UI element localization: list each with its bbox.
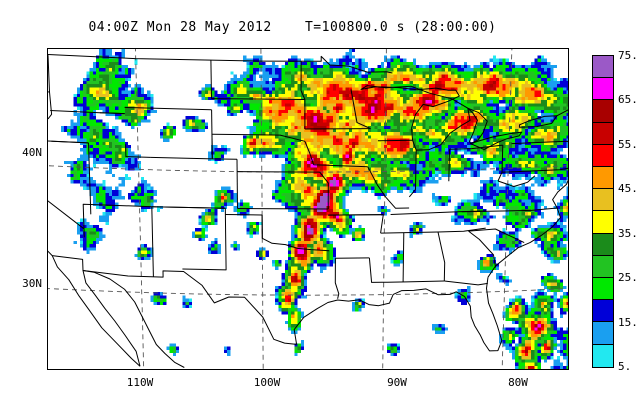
state-border-al-ga	[437, 231, 446, 282]
state-border-va-nc	[461, 207, 558, 213]
radar-echo-layer	[60, 49, 568, 369]
state-border-nd-mt	[210, 60, 212, 99]
coast-gulf-of-california	[82, 270, 185, 368]
state-border-mn-nd-sd	[300, 61, 306, 129]
colorbar-band-20-25	[593, 278, 613, 301]
colorbar-tick-25: 25.	[618, 271, 638, 285]
state-border-in-oh	[448, 149, 450, 182]
xtick-label-110w: 110W	[126, 376, 154, 389]
colorbar-band-35-40	[593, 211, 613, 234]
echo-level-55-60	[249, 74, 568, 369]
great-lakes-ontario	[518, 115, 558, 128]
state-border-ia-ne-mo	[304, 141, 315, 165]
colorbar-band-60-65	[593, 100, 613, 123]
state-border-ar-mo-tn	[328, 214, 384, 234]
map-plot-area	[47, 48, 569, 370]
state-border-wv-va	[497, 175, 536, 187]
colorbar-band-70-75	[593, 56, 613, 79]
state-border-nd-sd	[211, 98, 305, 100]
state-border-ks-ok	[237, 208, 329, 210]
state-border-sd-ne	[211, 133, 306, 142]
state-border-ga-fl	[444, 280, 488, 286]
border-canada-west	[48, 53, 393, 74]
state-border-co-nm	[151, 206, 226, 209]
echo-level-70-75	[307, 180, 336, 235]
state-border-id-nv-or	[51, 140, 89, 144]
echo-level-35-40	[89, 65, 568, 369]
colorbar-tick-35: 35.	[618, 226, 638, 240]
xtick-label-80w: 80W	[508, 376, 528, 389]
state-border-sc-ga	[468, 230, 497, 268]
state-border-co-ks	[236, 159, 238, 209]
state-border-mi-oh-pa	[449, 144, 503, 150]
xtick-label-90w: 90W	[387, 376, 407, 389]
colorbar-band-5-10	[593, 344, 613, 367]
state-border-nc-sc	[468, 228, 525, 244]
state-border-il-mo-ky	[367, 166, 410, 209]
colorbar-tick-55: 55.	[618, 137, 638, 151]
colorbar-band-50-55	[593, 144, 613, 168]
radar-map-svg	[48, 49, 568, 369]
state-border-wi-il	[377, 139, 413, 142]
xtick-label-100w: 100W	[253, 376, 281, 389]
echo-level-10-15	[60, 49, 568, 369]
state-border-la-ms-al	[368, 257, 445, 283]
coast-gulf-and-florida	[293, 277, 503, 352]
colorbar-band-10-15	[593, 322, 613, 345]
state-border-ia-mo	[313, 164, 368, 168]
state-border-ut-wy	[125, 144, 151, 158]
border-mexico	[52, 255, 297, 345]
state-border-mt-wy	[124, 106, 212, 111]
state-border-nm-tx	[182, 208, 227, 271]
state-border-id-wa-or	[48, 55, 53, 120]
geography-layer	[48, 53, 568, 368]
echo-level-20-25	[67, 55, 568, 369]
page-title: 04:00Z Mon 28 May 2012 T=100800.0 s (28:…	[88, 20, 497, 35]
colorbar-tick-65: 65.	[618, 93, 638, 107]
echo-level-40-45	[96, 71, 568, 369]
echo-level-30-35	[76, 61, 568, 366]
colorbar-tick-45: 45.	[618, 182, 638, 196]
coast-atlantic	[487, 179, 568, 278]
colorbar-band-55-60	[593, 122, 613, 145]
state-border-az-nm	[151, 206, 154, 277]
colorbar	[592, 55, 614, 368]
state-border-mn-wi	[350, 89, 371, 130]
state-border-mo-ks-ne	[319, 171, 329, 210]
colorbar-tick-15: 15.	[618, 315, 638, 329]
colorbar-band-25-30	[593, 255, 613, 279]
ytick-label-40n: 40N	[22, 146, 42, 159]
state-border-ne-ks	[237, 171, 320, 173]
colorbar-band-15-20	[593, 300, 613, 323]
state-border-tx-la	[334, 258, 340, 299]
ytick-label-30n: 30N	[22, 277, 42, 290]
state-border-il-in	[408, 150, 417, 198]
state-border-nv-ut-az	[82, 142, 91, 229]
colorbar-band-40-45	[593, 189, 613, 212]
state-border-mt-id-border	[99, 112, 125, 115]
state-border-pa-md	[501, 167, 568, 173]
colorbar-band-45-50	[593, 167, 613, 190]
colorbar-tick-5: 5.	[618, 360, 632, 373]
colorbar-band-65-70	[593, 78, 613, 101]
parallel-30n	[48, 288, 566, 296]
state-border-pa-ny	[511, 140, 568, 145]
state-border-tn-ms-al-ga	[380, 227, 486, 234]
state-border-ms-al	[402, 232, 405, 283]
state-border-ca-nv	[48, 200, 85, 238]
colorbar-tick-75: 75.	[618, 49, 638, 62]
coast-pacific	[48, 250, 141, 367]
colorbar-band-30-35	[593, 233, 613, 256]
